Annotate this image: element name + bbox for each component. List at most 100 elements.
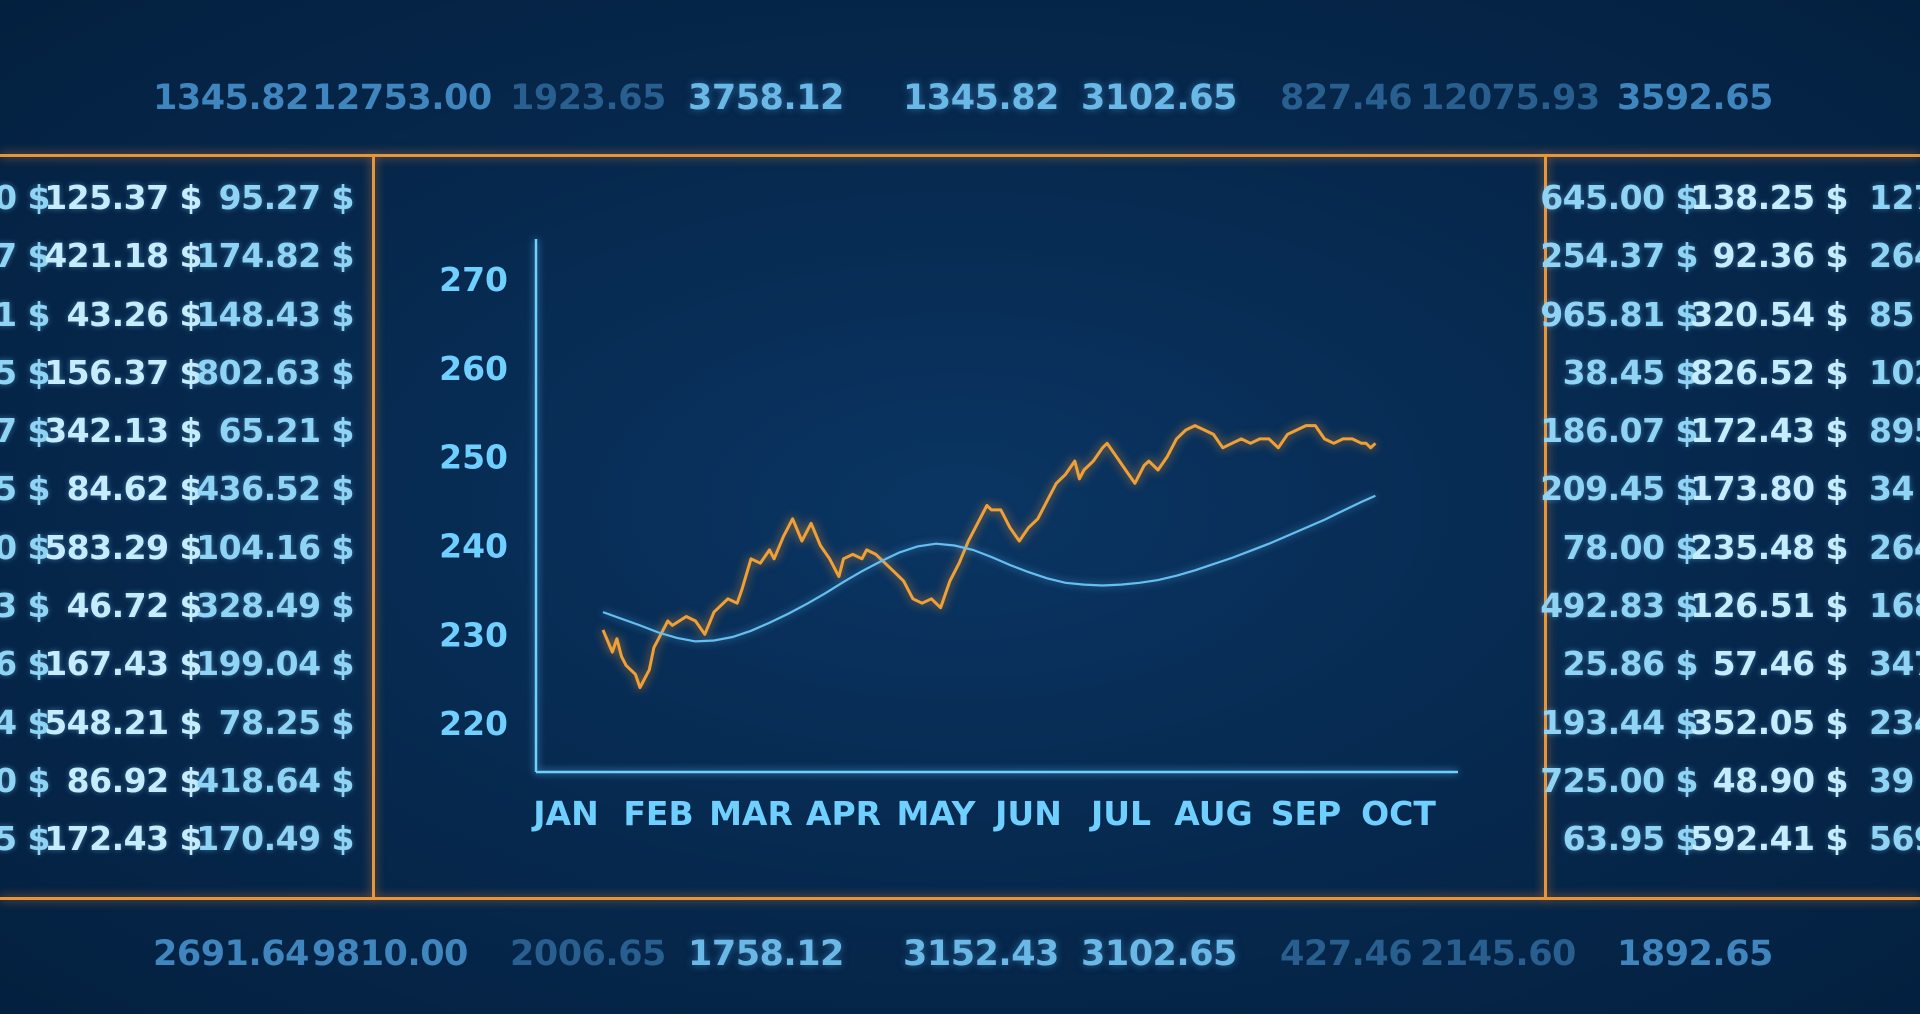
ticker-top: 1345.82 12753.00 1923.65 3758.12 1345.82 3102… (0, 78, 1920, 138)
right-price-cell: 92.36 $ (1712, 236, 1849, 276)
left-price-cell: 328.49 $ (196, 586, 354, 626)
x-tick-label: JAN (531, 794, 598, 833)
left-price-cell: 44 $ (0, 702, 51, 742)
frame-bottom-line (0, 897, 1920, 900)
left-price-cell: 148.43 $ (196, 294, 354, 334)
right-price-column: 138.25 $ 92.36 $ 320.54 $ 826.52 $ 172.43 $ 1… (1690, 178, 1848, 878)
frame-left-line (372, 156, 375, 897)
right-price-cell: 102 (1869, 352, 1920, 392)
y-tick-label: 260 (439, 349, 508, 388)
x-tick-label: MAR (709, 794, 793, 833)
ticker-top-value: 827.46 (1280, 78, 1413, 118)
left-price-cell: 802.63 $ (196, 352, 354, 392)
y-tick-label: 270 (439, 260, 508, 299)
ticker-top-value: 3592.65 (1617, 78, 1773, 118)
x-axis-ticks: JAN FEB MAR APR MAY JUN JUL AUG SEP OCT (531, 794, 1436, 833)
left-price-cell: 167.43 $ (44, 644, 202, 684)
x-tick-label: MAY (896, 794, 976, 833)
right-price-cell: 168 (1869, 586, 1920, 626)
ticker-bottom-value: 2145.60 (1420, 934, 1576, 974)
right-price-column: 127 264 85 102 895 34 264 168 347 234 39 569 (1869, 178, 1920, 878)
price-chart: 220 230 240 250 260 270 JAN FEB MAR APR MAY JUN JUL… (439, 239, 1458, 833)
right-price-cell: 25.86 $ (1562, 644, 1699, 684)
left-price-cell: 170.49 $ (196, 819, 354, 859)
left-price-column: 125.37 $ 421.18 $ 43.26 $ 156.37 $ 342.13 $ 8… (44, 178, 202, 878)
ticker-bottom-value: 1758.12 (688, 934, 844, 974)
ticker-top-value: 1345.82 (153, 78, 309, 118)
x-tick-label: AUG (1174, 794, 1252, 833)
left-price-cell: 00 $ (0, 760, 51, 800)
ticker-bottom: 2691.64 9810.00 2006.65 1758.12 3152.43 3102.… (0, 934, 1920, 994)
right-price-cell: 352.05 $ (1690, 702, 1848, 742)
left-price-cell: 45 $ (0, 469, 51, 509)
right-price-cell: 63.95 $ (1562, 819, 1699, 859)
right-price-cell: 592.41 $ (1690, 819, 1848, 859)
right-price-cell: 85 (1869, 294, 1914, 334)
right-price-cell: 57.46 $ (1712, 644, 1849, 684)
right-price-cell: 254.37 $ (1540, 236, 1698, 276)
right-price-cell: 234 (1869, 702, 1920, 742)
right-price-cell: 48.90 $ (1712, 760, 1849, 800)
right-price-cell: 38.45 $ (1562, 352, 1699, 392)
y-tick-label: 250 (439, 438, 508, 477)
left-price-cell: 65.21 $ (218, 411, 355, 451)
frame-right-line (1544, 156, 1547, 897)
x-tick-label: JUN (993, 794, 1062, 833)
left-price-cell: 125.37 $ (44, 178, 202, 217)
left-price-column: 00 $ 37 $ 31 $ 45 $ 07 $ 45 $ 00 $ 83 $ 86 $ 44 $… (0, 178, 51, 878)
right-price-cell: 34 (1869, 469, 1914, 509)
left-price-cell: 418.64 $ (196, 760, 354, 800)
right-price-cell: 126.51 $ (1690, 586, 1848, 626)
y-axis-ticks: 220 230 240 250 260 270 (439, 260, 508, 743)
ticker-top-value: 12753.00 (312, 78, 492, 118)
ticker-top-value: 1345.82 (903, 78, 1059, 118)
right-price-cell: 138.25 $ (1690, 178, 1848, 217)
left-price-cell: 46.72 $ (66, 586, 203, 626)
left-price-cell: 548.21 $ (44, 702, 202, 742)
frame-top-line (0, 154, 1920, 157)
right-price-cell: 209.45 $ (1540, 469, 1698, 509)
right-price-cell: 264 (1869, 236, 1920, 276)
right-price-cell: 965.81 $ (1540, 294, 1698, 334)
left-price-cell: 43.26 $ (66, 294, 203, 334)
left-price-cell: 45 $ (0, 352, 51, 392)
right-price-cell: 826.52 $ (1690, 352, 1848, 392)
right-price-cell: 264 (1869, 527, 1920, 567)
left-price-cell: 86.92 $ (66, 760, 203, 800)
right-price-column: 645.00 $ 254.37 $ 965.81 $ 38.45 $ 186.07 $ 2… (1540, 178, 1698, 878)
left-price-cell: 172.43 $ (44, 819, 202, 859)
right-price-cell: 347 (1869, 644, 1920, 684)
series-layer (601, 424, 1377, 690)
price-series-line (601, 424, 1377, 690)
left-price-cell: 31 $ (0, 294, 51, 334)
right-price-cell: 320.54 $ (1690, 294, 1848, 334)
ticker-top-value: 12075.93 (1420, 78, 1600, 118)
x-tick-label: FEB (623, 794, 693, 833)
left-price-column: 95.27 $ 174.82 $ 148.43 $ 802.63 $ 65.21 $ 43… (196, 178, 354, 878)
left-price-cell: 95 $ (0, 819, 51, 859)
x-tick-label: JUL (1089, 794, 1151, 833)
ticker-bottom-value: 427.46 (1280, 934, 1413, 974)
ticker-top-value: 3758.12 (688, 78, 844, 118)
ticker-bottom-value: 2691.64 (153, 934, 309, 974)
left-price-cell: 07 $ (0, 411, 51, 451)
left-price-cell: 83 $ (0, 586, 51, 626)
right-price-cell: 172.43 $ (1690, 411, 1848, 451)
left-price-cell: 436.52 $ (196, 469, 354, 509)
x-tick-label: OCT (1361, 794, 1436, 833)
ticker-top-value: 3102.65 (1081, 78, 1237, 118)
y-tick-label: 220 (439, 704, 508, 743)
left-price-cell: 00 $ (0, 178, 51, 217)
left-price-cell: 199.04 $ (196, 644, 354, 684)
left-price-cell: 104.16 $ (196, 527, 354, 567)
right-price-cell: 78.00 $ (1562, 527, 1699, 567)
right-price-cell: 895 (1869, 411, 1920, 451)
right-price-cell: 492.83 $ (1540, 586, 1698, 626)
left-price-cell: 78.25 $ (218, 702, 355, 742)
x-tick-label: SEP (1271, 794, 1342, 833)
left-price-cell: 37 $ (0, 236, 51, 276)
ticker-bottom-value: 2006.65 (510, 934, 666, 974)
right-price-cell: 725.00 $ (1540, 760, 1698, 800)
ticker-bottom-value: 1892.65 (1617, 934, 1773, 974)
